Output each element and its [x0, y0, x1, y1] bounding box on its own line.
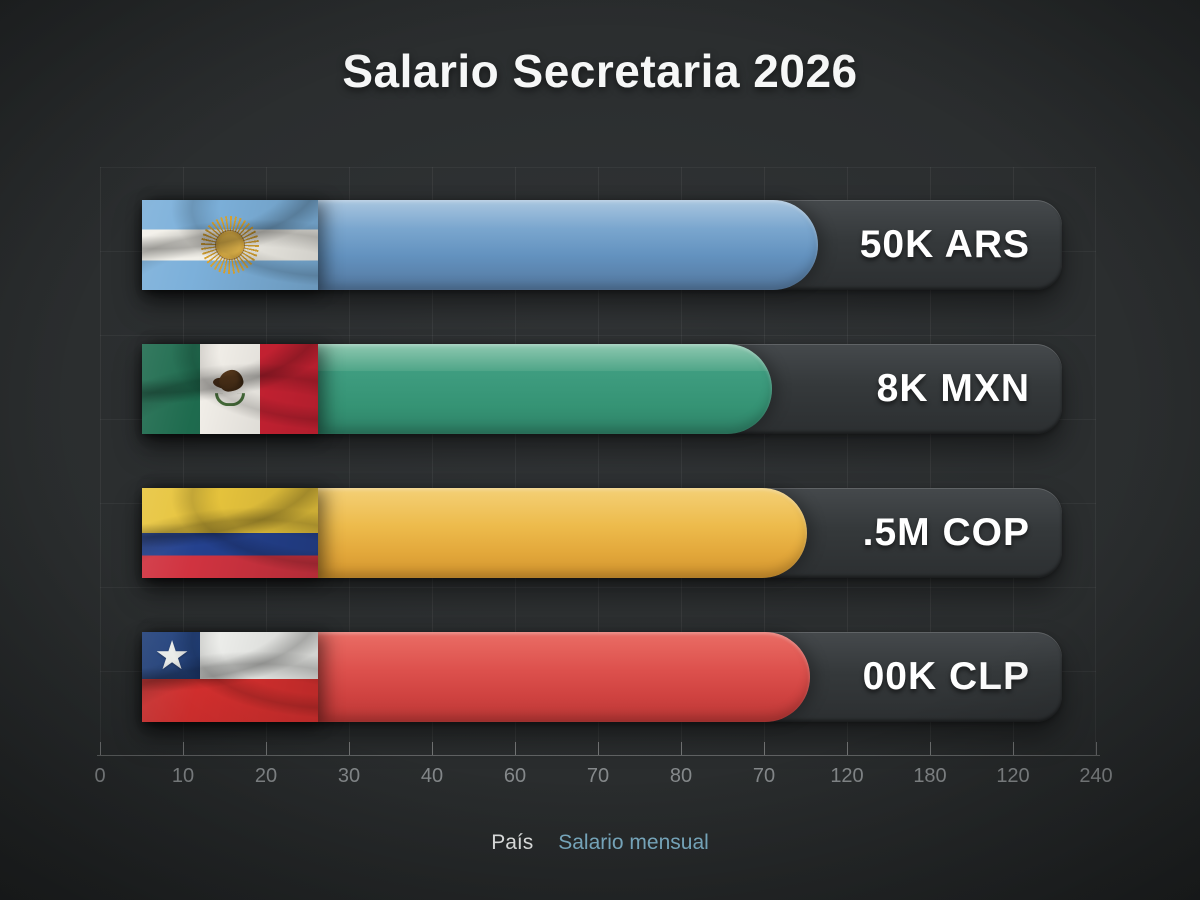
- x-axis-tick-label: 70: [752, 765, 776, 787]
- x-axis-tick-label: 20: [254, 765, 278, 787]
- x-axis-tick-label: 30: [337, 765, 361, 787]
- x-axis-tick-label: 240: [1079, 765, 1113, 787]
- bar-row-chile: ★ 00K CLP: [0, 632, 1200, 722]
- eagle-emblem-icon: [210, 367, 250, 407]
- x-axis-tick-label: 180: [913, 765, 947, 787]
- sun-of-may-icon: [201, 216, 259, 274]
- legend: País Salario mensual: [0, 831, 1200, 855]
- x-axis-tick-label: 120: [996, 765, 1030, 787]
- x-axis-tick-label: 70: [586, 765, 610, 787]
- value-label-chile: 00K CLP: [862, 655, 1030, 698]
- x-axis-line: [97, 755, 1100, 756]
- chart-title: Salario Secretaria 2026: [342, 45, 858, 97]
- x-axis-tick-label: 0: [94, 765, 106, 787]
- x-axis-tick-label: 80: [669, 765, 693, 787]
- argentina-flag-icon: [142, 200, 318, 290]
- x-axis-tick-label: 10: [171, 765, 195, 787]
- x-axis-tick-label: 40: [420, 765, 444, 787]
- bar-row-colombia: .5M COP: [0, 488, 1200, 578]
- chile-flag-icon: ★: [142, 632, 318, 722]
- legend-series-label: Salario mensual: [558, 831, 709, 854]
- x-axis-tick-label: 60: [503, 765, 527, 787]
- value-label-colombia: .5M COP: [862, 511, 1030, 554]
- bar-row-mexico: 8K MXN: [0, 344, 1200, 434]
- mexico-flag-icon: [142, 344, 318, 434]
- chile-star-icon: ★: [154, 633, 190, 678]
- legend-x-label: País: [491, 831, 534, 854]
- value-label-argentina: 50K ARS: [859, 223, 1030, 266]
- value-label-mexico: 8K MXN: [876, 367, 1030, 410]
- x-axis-tick-label: 120: [830, 765, 864, 787]
- flag-fabric-overlay: [142, 488, 318, 578]
- colombia-flag-icon: [142, 488, 318, 578]
- x-axis: 0 10 20 30 40 60 70 80 70 120 180 120 24…: [94, 742, 1113, 805]
- bar-row-argentina: 50K ARS: [0, 200, 1200, 290]
